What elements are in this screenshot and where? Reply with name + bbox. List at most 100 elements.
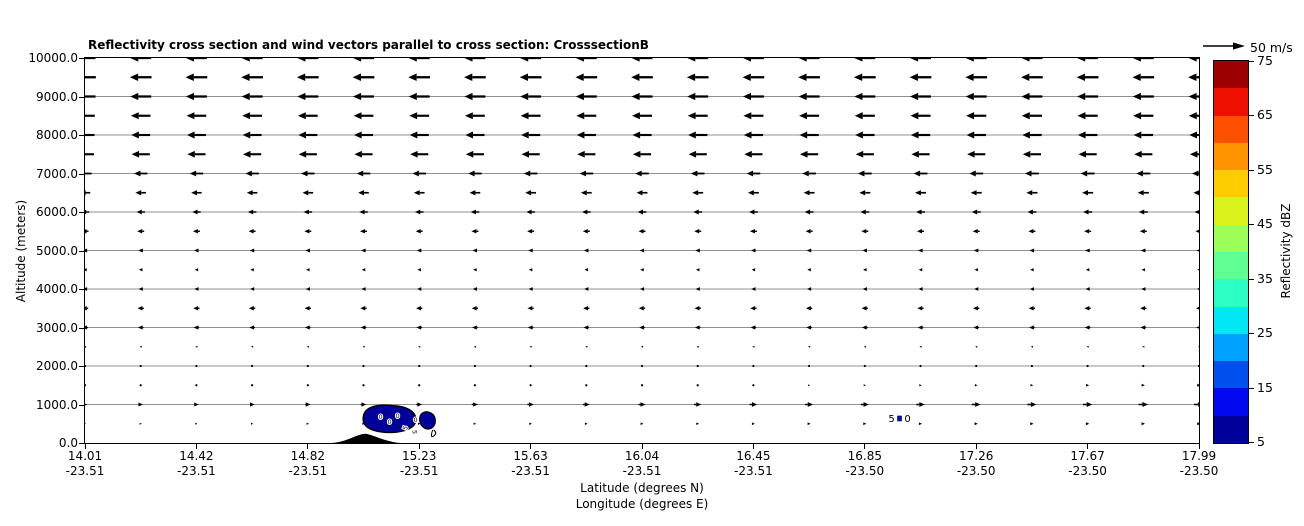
x-tick-label-lat: 16.45 [736,449,771,463]
wind-vector-head [416,306,421,311]
colorbar-segment [1214,142,1248,171]
wind-vector-head [138,248,143,253]
wind-vector-head [137,228,143,234]
wind-vector-head [860,209,866,215]
wind-vector-head [1085,268,1090,272]
wind-vector-head [631,92,640,101]
y-tick-label: 3000.0 [36,320,78,335]
wind-vector-head [1139,228,1145,234]
wind-vector-head [919,345,922,348]
wind-vector-head [798,58,807,62]
wind-vector-head [807,402,814,407]
x-tick-label-lon: -23.51 [734,464,773,478]
x-tick-label-lat: 14.82 [290,449,325,463]
wind-vector-head [185,73,194,81]
wind-vector-head [298,150,307,158]
wind-vector-head [748,209,755,215]
wind-vector-head [409,112,418,120]
wind-vector-head [855,150,864,158]
wind-vector-dot [752,364,755,368]
wind-vector-head [1022,131,1030,139]
wind-vector-head [743,131,752,139]
wind-vector-head [854,112,863,120]
wind-vector-head [360,325,366,330]
wind-vector-head [1140,306,1146,311]
wind-vector-head [966,112,975,120]
wind-vector-head [862,325,867,330]
reference-wind-arrow-icon [1203,42,1245,50]
x-tick-label-lat: 16.04 [624,449,660,463]
colorbar-segment [1214,415,1248,443]
wind-vector-dot [362,364,365,368]
wind-vector-head [910,131,919,139]
wind-vector-head [296,73,306,81]
wind-vector-head [1138,209,1145,215]
x-tick-label-lon: -23.50 [956,464,996,478]
y-tick-mark [79,173,84,175]
colorbar-segment [1214,224,1248,252]
wind-vector-head [194,402,199,407]
wind-vector-head [1198,401,1199,408]
wind-vector-head [696,422,700,426]
wind-vector-head [470,209,476,215]
colorbar-segment [1214,388,1248,416]
wind-vector-head [631,58,640,62]
wind-vector-head [751,422,755,426]
wind-vector-head [305,248,310,253]
wind-vector-head [189,170,197,177]
wind-vector-head [193,306,199,311]
x-tick-mark [864,444,866,449]
wind-vector-head [863,384,866,387]
wind-vector-head [471,306,477,311]
wind-vector-head [1084,325,1090,330]
x-tick-mark [1198,444,1200,449]
wind-vector-dot [85,364,87,368]
wind-vector-head [581,209,588,215]
wind-vector-head [636,190,643,196]
wind-vector-head [640,345,644,348]
colorbar-segment [1214,333,1248,362]
wind-vector-head [863,268,867,272]
wind-vector-head [694,325,700,330]
wind-vector-head [918,422,923,426]
wind-vector-head [408,58,417,62]
wind-vector-head [528,402,534,407]
wind-vector-head [297,92,306,101]
wind-vector-head [248,228,254,234]
wind-vector-head [693,209,699,215]
contour-label: 0 [388,418,392,426]
wind-vector-head [1192,170,1199,177]
wind-vector-head [690,170,698,177]
wind-vector-head [525,190,532,196]
wind-vector-head [303,209,309,215]
colorbar-tick-mark [1249,442,1254,443]
wind-vector-head [1086,345,1089,348]
y-tick-mark [79,58,84,59]
reflectivity-cell [362,404,417,434]
wind-vector-head [1197,346,1199,348]
wind-vector-head [185,58,195,62]
contour-label: 0 [379,413,383,421]
wind-vector-head [1133,131,1142,139]
wind-vector-head [134,170,141,177]
x-tick-label-lon: -23.51 [511,464,550,478]
colorbar-label: Reflectivity dBZ [1279,203,1293,299]
wind-vector-dot [529,364,532,368]
wind-vector-head [416,325,422,330]
wind-vector-head [1021,73,1030,81]
wind-vector-head [1085,248,1090,253]
wind-vector-head [974,384,978,387]
wind-vector-head [412,170,419,177]
wind-vector-head [967,150,975,158]
x-tick-label-lon: -23.51 [177,464,216,478]
colorbar-segment [1214,115,1248,143]
wind-vector-head [248,306,254,311]
wind-vector-head [584,287,589,291]
wind-vector-head [632,131,641,139]
wind-vector-head [975,402,981,407]
wind-vector-head [798,73,807,81]
x-tick-mark [752,444,754,449]
y-tick-mark [79,327,84,329]
wind-vector-dot [1086,364,1089,368]
